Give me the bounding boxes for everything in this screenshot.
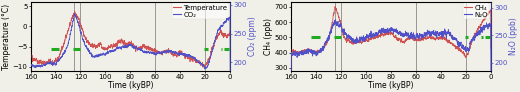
Legend: CH₄, N₂O: CH₄, N₂O bbox=[463, 3, 489, 19]
X-axis label: Time (kyBP): Time (kyBP) bbox=[368, 81, 414, 90]
Y-axis label: Temperature (°C): Temperature (°C) bbox=[2, 3, 11, 70]
Legend: Temperature, CO₂: Temperature, CO₂ bbox=[172, 3, 229, 19]
Y-axis label: CO₂ (ppm): CO₂ (ppm) bbox=[248, 17, 257, 56]
X-axis label: Time (kyBP): Time (kyBP) bbox=[108, 81, 153, 90]
Y-axis label: N₂O (ppb): N₂O (ppb) bbox=[509, 18, 518, 55]
Y-axis label: CH₄ (ppb): CH₄ (ppb) bbox=[264, 18, 273, 55]
